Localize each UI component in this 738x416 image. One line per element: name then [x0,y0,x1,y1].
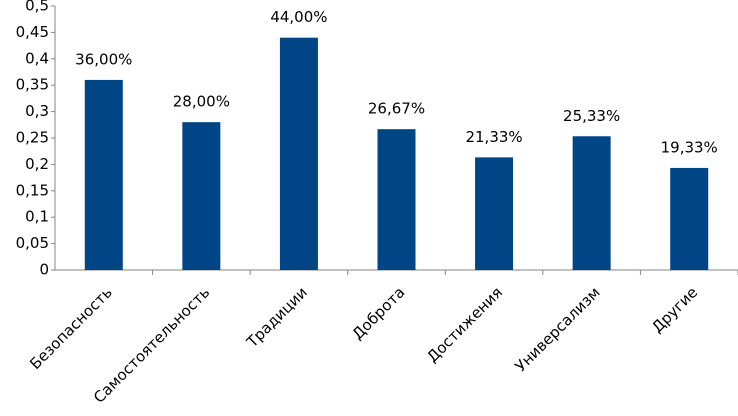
y-tick-label: 0,15 [16,181,49,199]
x-tick-label: Другие [648,283,701,336]
value-label: 21,33% [465,128,522,146]
bar [670,167,709,270]
y-tick-label: 0,3 [25,102,49,120]
x-tick-label: Универсализм [511,283,603,375]
bar [84,79,123,270]
x-tick-label: Традиции [243,283,311,351]
bar [572,136,611,270]
y-tick-label: 0,25 [16,129,49,147]
x-tick-label: Безопасность [26,283,116,373]
value-label: 44,00% [270,8,327,26]
bar [377,129,416,270]
y-tick-label: 0,2 [25,155,49,173]
y-tick-label: 0,4 [25,49,49,67]
y-tick-label: 0,45 [16,23,49,41]
value-label: 28,00% [173,93,230,111]
value-label: 36,00% [75,50,132,68]
bar [279,37,318,271]
y-tick-label: 0,1 [25,208,49,226]
value-label: 26,67% [368,100,425,118]
y-tick-label: 0,35 [16,76,49,94]
bar [475,157,514,270]
y-tick-label: 0,5 [25,0,49,15]
bar [182,122,221,270]
y-tick-label: 0 [39,261,49,279]
y-tick-label: 0,05 [16,234,49,252]
x-tick-label: Доброта [349,283,409,343]
value-label: 19,33% [661,138,718,156]
x-tick-label: Достижения [423,283,506,366]
value-label: 25,33% [563,107,620,125]
